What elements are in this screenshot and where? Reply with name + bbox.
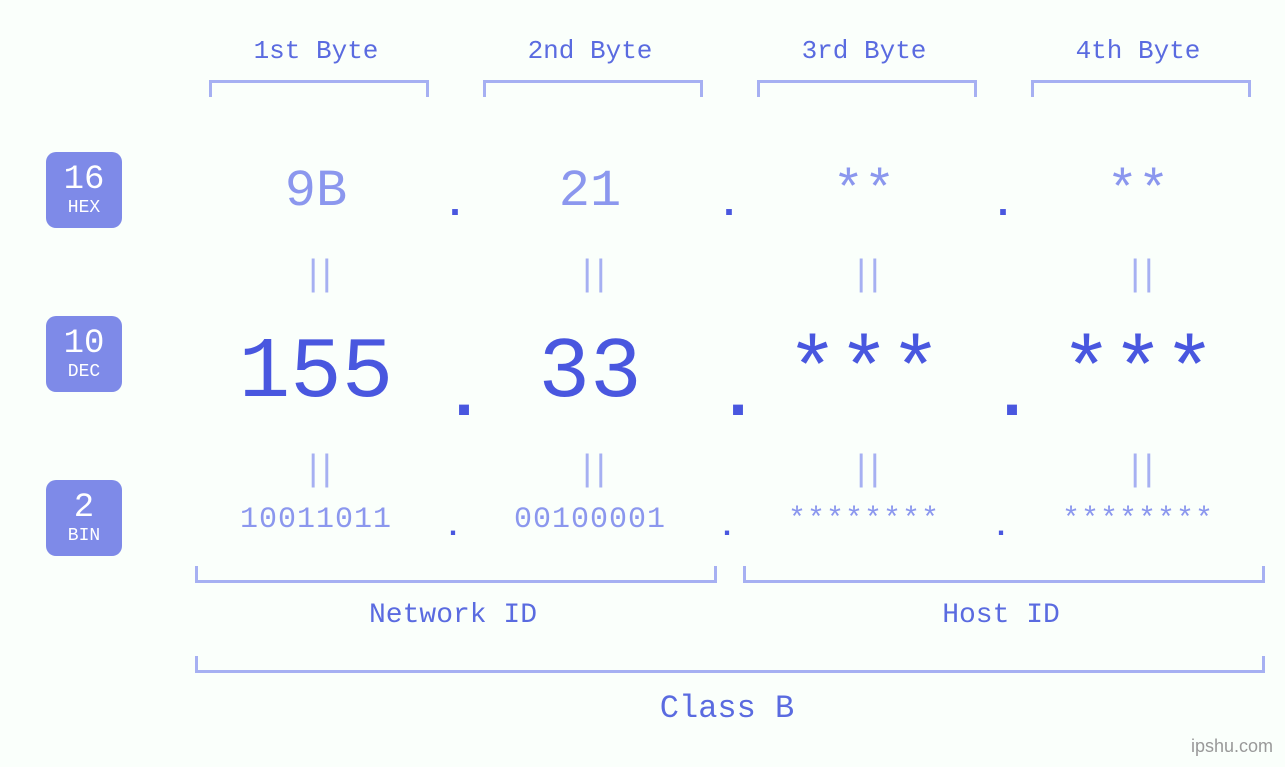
equals-1-3: ||	[733, 255, 995, 296]
equals-2-2: ||	[459, 450, 721, 491]
base-badge-hex: 16 HEX	[46, 152, 122, 228]
class-bracket	[195, 656, 1265, 673]
top-bracket-3	[757, 80, 977, 97]
base-badge-dec: 10 DEC	[46, 316, 122, 392]
equals-2-3: ||	[733, 450, 995, 491]
base-badge-label: BIN	[68, 527, 100, 545]
dec-byte-3: ***	[723, 330, 1005, 416]
group-label-1: Host ID	[743, 600, 1259, 631]
dec-byte-4: ***	[997, 330, 1279, 416]
top-bracket-4	[1031, 80, 1251, 97]
base-badge-num: 10	[64, 327, 105, 361]
byte-label-1: 1st Byte	[185, 36, 447, 66]
group-label-0: Network ID	[195, 600, 711, 631]
bin-byte-4: ********	[1007, 505, 1269, 535]
base-badge-label: DEC	[68, 363, 100, 381]
hex-byte-1: 9B	[185, 165, 447, 217]
byte-label-2: 2nd Byte	[459, 36, 721, 66]
base-badge-bin: 2 BIN	[46, 480, 122, 556]
hex-byte-3: **	[733, 165, 995, 217]
top-bracket-2	[483, 80, 703, 97]
bin-byte-1: 10011011	[185, 505, 447, 535]
byte-label-3: 3rd Byte	[733, 36, 995, 66]
equals-1-2: ||	[459, 255, 721, 296]
hex-byte-4: **	[1007, 165, 1269, 217]
base-badge-num: 2	[74, 491, 94, 525]
equals-1-4: ||	[1007, 255, 1269, 296]
equals-2-4: ||	[1007, 450, 1269, 491]
hex-byte-2: 21	[459, 165, 721, 217]
dec-byte-1: 155	[175, 330, 457, 416]
equals-2-1: ||	[185, 450, 447, 491]
group-bracket-1	[743, 566, 1265, 583]
bin-byte-2: 00100001	[459, 505, 721, 535]
bin-byte-3: ********	[733, 505, 995, 535]
group-bracket-0	[195, 566, 717, 583]
base-badge-num: 16	[64, 163, 105, 197]
top-bracket-1	[209, 80, 429, 97]
dec-byte-2: 33	[449, 330, 731, 416]
class-label: Class B	[195, 690, 1259, 727]
base-badge-label: HEX	[68, 199, 100, 217]
attribution: ipshu.com	[1191, 736, 1273, 757]
equals-1-1: ||	[185, 255, 447, 296]
byte-label-4: 4th Byte	[1007, 36, 1269, 66]
